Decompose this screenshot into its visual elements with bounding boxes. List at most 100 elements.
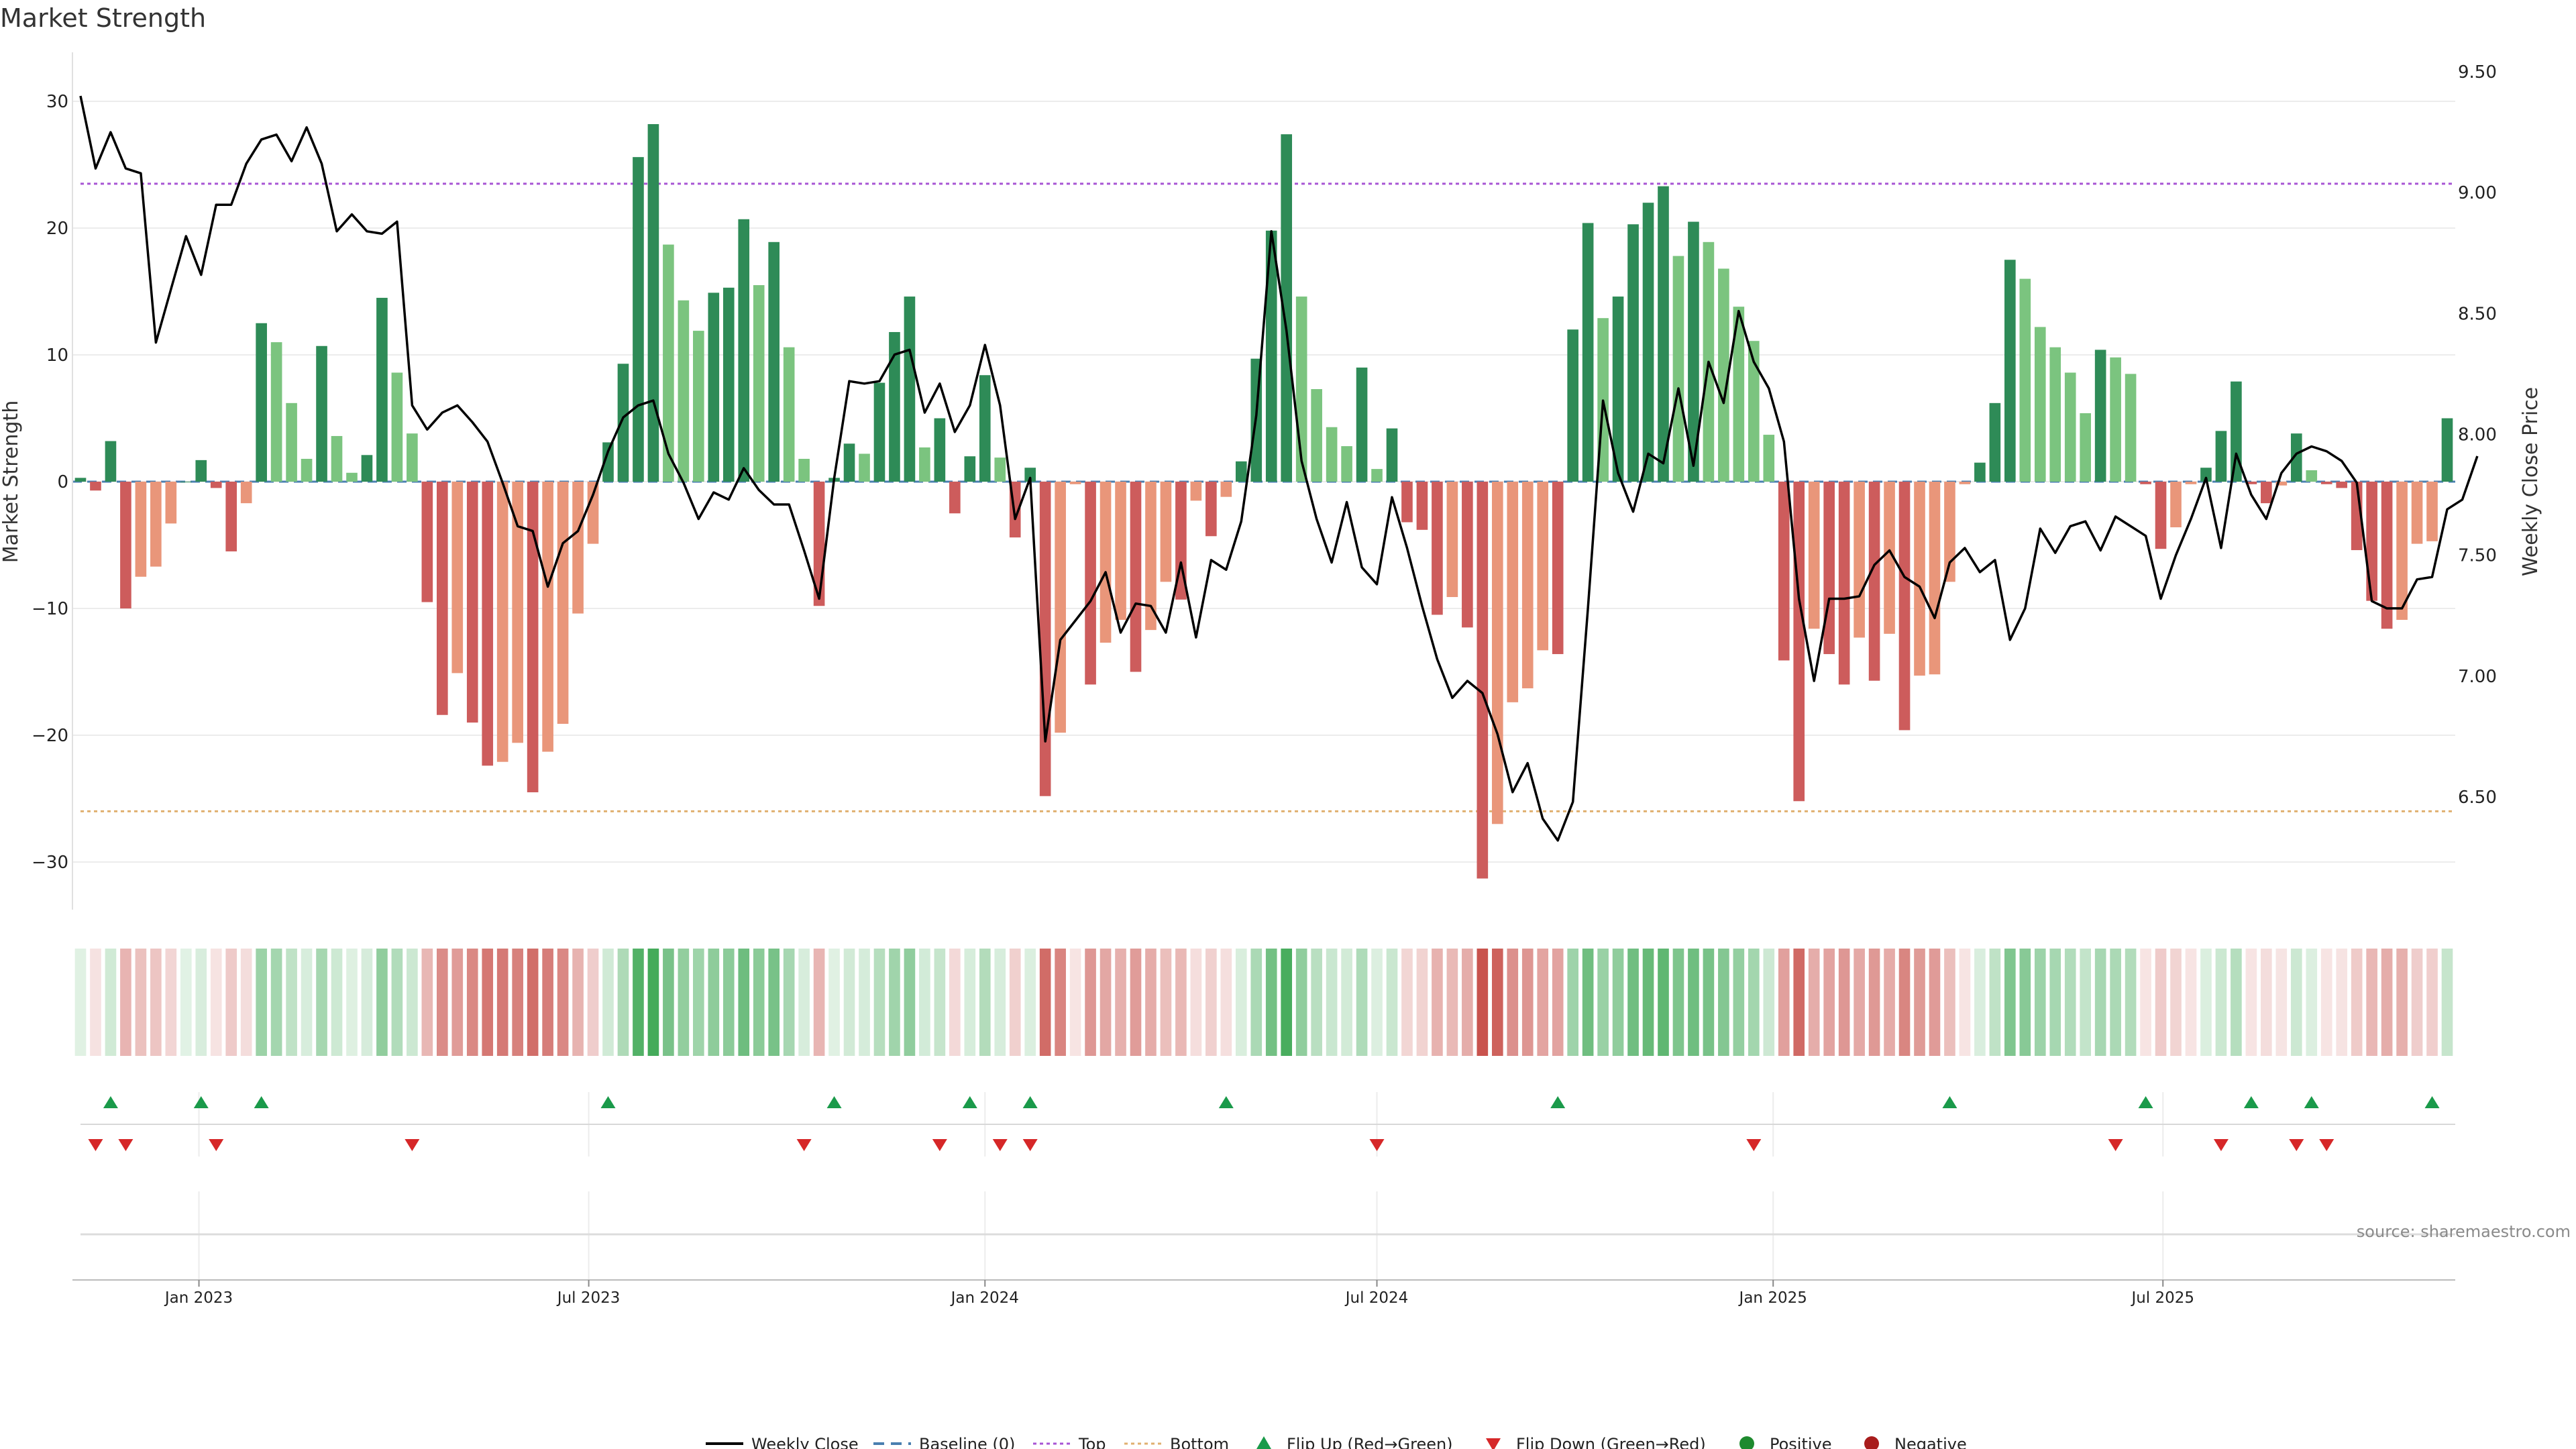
strength-bar xyxy=(1808,482,1820,629)
strength-bar xyxy=(1341,446,1352,482)
strength-bar xyxy=(964,456,976,482)
strength-bar xyxy=(693,331,704,482)
heat-cell xyxy=(2019,949,2031,1056)
strength-bar xyxy=(843,443,855,482)
heat-cell xyxy=(1703,949,1715,1056)
heat-cell xyxy=(1446,949,1458,1056)
strength-bar xyxy=(1944,482,1955,582)
left-tick-label: −30 xyxy=(32,853,68,873)
heat-cell xyxy=(1612,949,1624,1056)
heat-cell xyxy=(949,949,961,1056)
heat-cell xyxy=(768,949,780,1056)
strength-bar xyxy=(1854,482,1865,638)
legend-item: Negative xyxy=(1864,1435,1967,1449)
legend-item: Top xyxy=(1033,1435,1106,1449)
strength-bar xyxy=(1356,367,1368,482)
heat-cell xyxy=(2170,949,2182,1056)
strength-bar xyxy=(2080,413,2092,482)
legend-label: Weekly Close xyxy=(751,1435,859,1449)
heat-cell xyxy=(1432,949,1443,1056)
heat-cell xyxy=(859,949,870,1056)
strength-bar xyxy=(873,382,885,482)
flip-down-marker xyxy=(1022,1139,1038,1151)
heat-cell xyxy=(376,949,388,1056)
heat-cell xyxy=(678,949,690,1056)
heat-cell xyxy=(2275,949,2288,1056)
heat-cell xyxy=(647,949,659,1056)
strength-bar xyxy=(512,482,523,743)
heat-cell xyxy=(1778,949,1790,1056)
legend-swatch-positive xyxy=(1739,1436,1754,1449)
strength-bar xyxy=(2034,327,2046,482)
strength-bar xyxy=(225,482,237,551)
strength-bar xyxy=(165,482,177,524)
strength-bar xyxy=(2381,482,2393,629)
heat-cell xyxy=(1009,949,1021,1056)
strength-bar xyxy=(496,482,508,762)
heat-cell xyxy=(2426,949,2438,1056)
heat-cell xyxy=(165,949,177,1056)
heat-cell xyxy=(828,949,840,1056)
strength-bar xyxy=(2049,347,2061,482)
strength-bar xyxy=(1281,134,1293,482)
strength-bar xyxy=(1688,221,1699,482)
left-tick-label: 10 xyxy=(46,345,68,366)
heat-cell xyxy=(1281,949,1293,1056)
flip-down-marker xyxy=(2108,1139,2123,1151)
heat-cell xyxy=(331,949,343,1056)
x-tick-label: Jul 2023 xyxy=(556,1289,621,1307)
heat-cell xyxy=(2306,949,2318,1056)
flip-up-marker xyxy=(2243,1096,2259,1108)
heat-cell xyxy=(1763,949,1775,1056)
heat-cell xyxy=(1145,949,1157,1056)
heat-cell xyxy=(1868,949,1880,1056)
strength-bar xyxy=(949,482,961,514)
strength-bar xyxy=(1898,482,1911,731)
left-tick-label: −10 xyxy=(32,599,68,619)
heat-cell xyxy=(451,949,464,1056)
strength-bar xyxy=(1265,230,1277,482)
strength-bar xyxy=(572,482,584,614)
strength-bar xyxy=(2019,278,2031,482)
strength-bar xyxy=(1823,482,1835,655)
strength-bar xyxy=(738,219,750,482)
strength-bar xyxy=(1733,307,1745,482)
strength-bar xyxy=(1778,482,1790,661)
heat-cell xyxy=(783,949,795,1056)
strength-bar xyxy=(1130,482,1142,672)
heat-cell xyxy=(1688,949,1699,1056)
heat-cell xyxy=(1521,949,1534,1056)
heat-cell xyxy=(1039,949,1051,1056)
strength-bar xyxy=(482,482,494,766)
strength-bar xyxy=(2245,482,2257,484)
flip-up-marker xyxy=(2424,1096,2440,1108)
strength-bar xyxy=(904,297,916,482)
strength-bar xyxy=(1190,482,1202,501)
heat-cell xyxy=(663,949,674,1056)
strength-bar xyxy=(1311,389,1322,482)
flip-up-marker xyxy=(600,1096,616,1108)
heat-cell xyxy=(1974,949,1986,1056)
heat-cell xyxy=(542,949,553,1056)
x-tick-label: Jan 2023 xyxy=(164,1289,233,1307)
strength-bar xyxy=(1627,224,1639,482)
heat-cell xyxy=(466,949,478,1056)
strength-bar xyxy=(90,482,101,491)
strength-bar xyxy=(617,364,629,482)
heat-cell xyxy=(74,949,87,1056)
heat-cell xyxy=(1748,949,1760,1056)
strength-bar xyxy=(1552,482,1564,655)
strength-bar xyxy=(1959,482,1971,484)
legend-label: Flip Up (Red→Green) xyxy=(1287,1435,1453,1449)
weekly-close-line xyxy=(79,95,2479,842)
strength-bar xyxy=(376,297,388,482)
legend-label: Flip Down (Green→Red) xyxy=(1516,1435,1706,1449)
heat-cell xyxy=(708,949,720,1056)
strength-bar xyxy=(105,441,117,482)
strength-bar xyxy=(2411,482,2423,544)
heat-cell xyxy=(2231,949,2242,1056)
strength-bar xyxy=(391,372,403,482)
strength-bar xyxy=(1868,482,1880,681)
flip-up-marker xyxy=(193,1096,209,1108)
heat-cell xyxy=(2261,949,2272,1056)
